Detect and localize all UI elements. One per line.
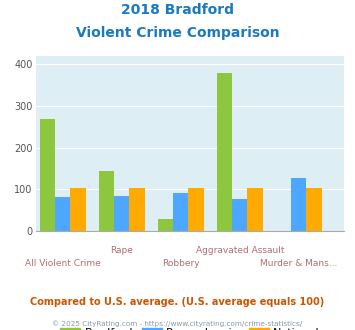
Bar: [70, 188, 86, 231]
Text: Murder & Mans...: Murder & Mans...: [260, 259, 338, 268]
Bar: [291, 178, 306, 231]
Text: Violent Crime Comparison: Violent Crime Comparison: [76, 26, 279, 40]
Bar: [232, 199, 247, 231]
Bar: [99, 171, 114, 231]
Text: Robbery: Robbery: [162, 259, 200, 268]
Bar: [40, 119, 55, 231]
Text: Compared to U.S. average. (U.S. average equals 100): Compared to U.S. average. (U.S. average …: [31, 297, 324, 307]
Bar: [130, 188, 144, 231]
Bar: [173, 193, 189, 231]
Text: Rape: Rape: [110, 246, 133, 255]
Bar: [55, 197, 70, 231]
Text: All Violent Crime: All Violent Crime: [25, 259, 101, 268]
Text: © 2025 CityRating.com - https://www.cityrating.com/crime-statistics/: © 2025 CityRating.com - https://www.city…: [53, 320, 302, 327]
Bar: [217, 73, 232, 231]
Bar: [247, 188, 263, 231]
Text: 2018 Bradford: 2018 Bradford: [121, 3, 234, 17]
Bar: [189, 188, 204, 231]
Bar: [158, 218, 173, 231]
Bar: [306, 188, 322, 231]
Text: Aggravated Assault: Aggravated Assault: [196, 246, 284, 255]
Bar: [114, 196, 130, 231]
Legend: Bradford, Pennsylvania, National: Bradford, Pennsylvania, National: [60, 327, 320, 330]
